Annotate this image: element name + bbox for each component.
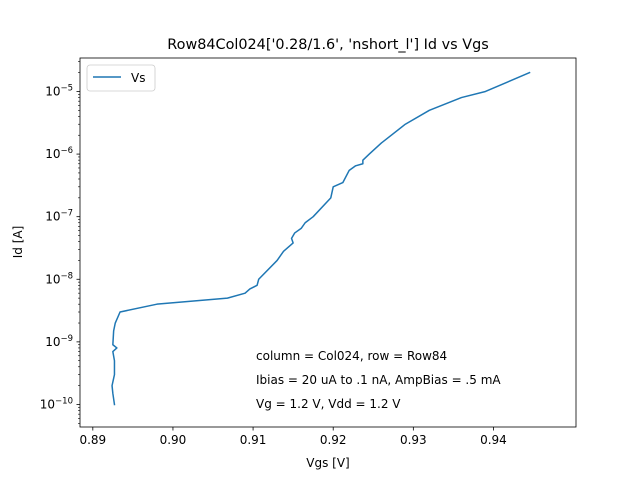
x-tick-label: 0.90 xyxy=(160,433,187,447)
y-tick-label: 10−5 xyxy=(45,83,73,98)
x-tick-label: 0.93 xyxy=(400,433,427,447)
x-tick-label: 0.94 xyxy=(480,433,507,447)
plot-data-layer xyxy=(111,71,531,406)
annotation-block: column = Col024, row = Row84 Ibias = 20 … xyxy=(256,349,501,411)
y-tick-label: 10−10 xyxy=(40,396,73,411)
x-axis-ticks: 0.89 0.90 0.91 0.92 0.93 0.94 xyxy=(79,427,507,447)
x-axis-label: Vgs [V] xyxy=(306,456,349,470)
y-tick-label: 10−6 xyxy=(45,146,73,161)
chart-title: Row84Col024['0.28/1.6', 'nshort_l'] Id v… xyxy=(167,37,488,53)
plot-frame xyxy=(79,57,577,428)
y-tick-label: 10−8 xyxy=(45,271,73,286)
y-axis-ticks: 10−10 10−9 10−8 10−7 10−6 10−5 xyxy=(40,61,80,424)
x-tick-label: 0.92 xyxy=(320,433,347,447)
y-axis-label: Id [A] xyxy=(11,226,25,259)
legend-label-vs: Vs xyxy=(131,71,145,85)
y-tick-label: 10−9 xyxy=(45,334,73,349)
x-tick-label: 0.91 xyxy=(240,433,267,447)
annotation-line-1: column = Col024, row = Row84 xyxy=(256,349,447,363)
annotation-line-2: Ibias = 20 uA to .1 nA, AmpBias = .5 mA xyxy=(256,373,501,387)
legend: Vs xyxy=(86,64,156,92)
annotation-line-3: Vg = 1.2 V, Vdd = 1.2 V xyxy=(256,397,401,411)
x-tick-label: 0.89 xyxy=(79,433,106,447)
legend-box xyxy=(86,64,156,92)
series-line-vs xyxy=(111,71,531,406)
y-tick-label: 10−7 xyxy=(45,209,73,224)
